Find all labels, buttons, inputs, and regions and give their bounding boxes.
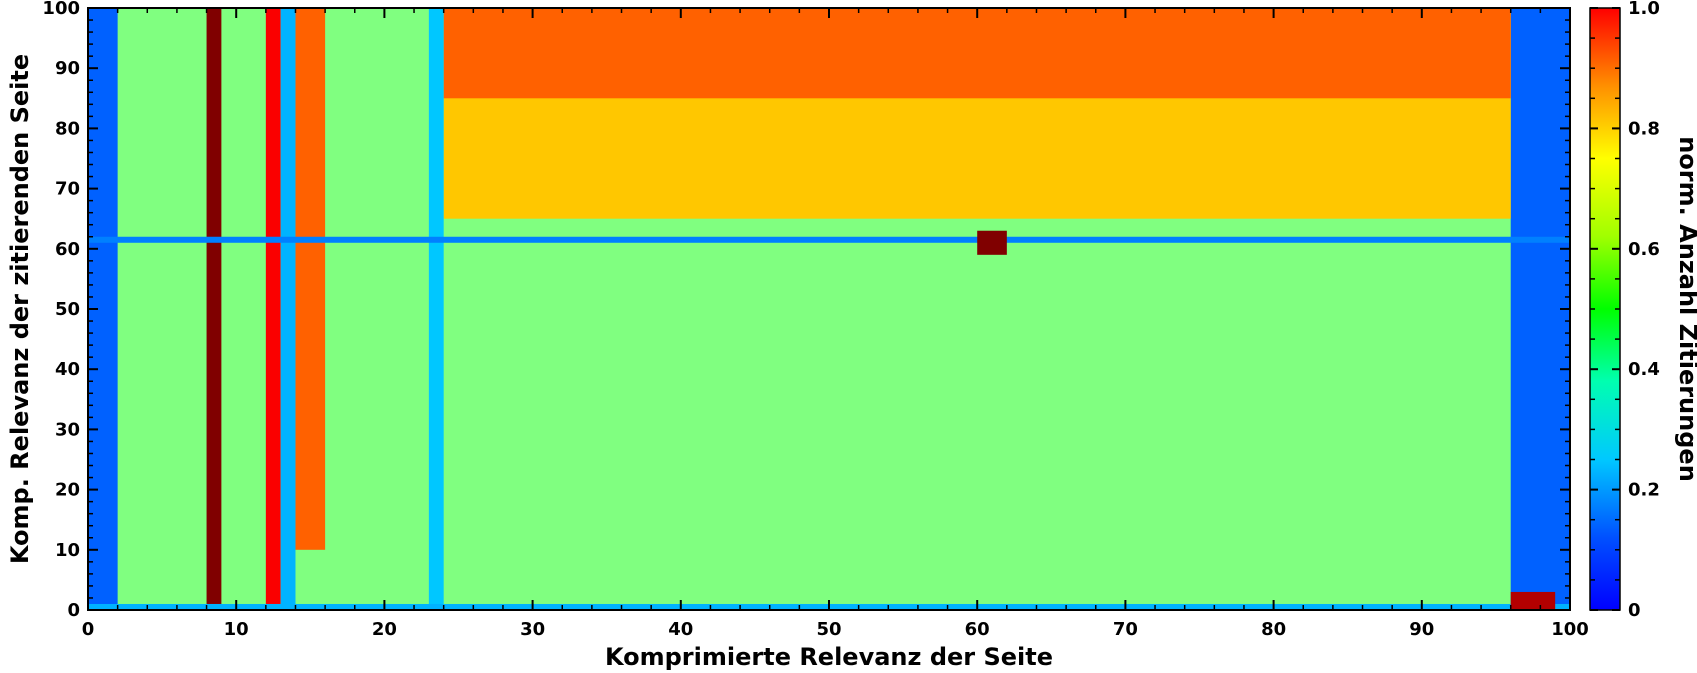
y-tick-label: 30 (55, 419, 80, 440)
colorbar-ticks: 0 0.2 0.4 0.6 0.8 1.0 (1590, 0, 1660, 621)
heatmap-cell-very-top (443, 8, 1511, 99)
heatmap-cells (88, 8, 1570, 610)
x-tick-label: 40 (668, 619, 693, 640)
y-tick-label: 20 (55, 480, 80, 501)
heatmap-cell-band-14-16 (295, 8, 326, 550)
colorbar-tick-label: 0.6 (1628, 239, 1660, 260)
x-tick-label: 80 (1261, 619, 1286, 640)
y-tick-label: 0 (67, 600, 80, 621)
colorbar-tick-label: 1.0 (1628, 0, 1660, 19)
y-tick-label: 80 (55, 118, 80, 139)
colorbar-label: norm. Anzahl Zitierungen (1674, 136, 1697, 482)
y-tick-label: 60 (55, 239, 80, 260)
y-axis-label: Komp. Relevanz der zitierenden Seite (6, 54, 34, 564)
x-tick-label: 0 (82, 619, 95, 640)
x-tick-label: 50 (816, 619, 841, 640)
heatmap-cell-vertical-stripe-12-13 (265, 8, 281, 604)
y-tick-label: 100 (42, 0, 80, 19)
y-tick-label: 50 (55, 299, 80, 320)
x-tick-label: 30 (520, 619, 545, 640)
heatmap-cell-cyan-stripe-13-14 (280, 8, 296, 610)
heatmap-cell-horizontal-row-61 (88, 236, 1570, 243)
x-tick-label: 90 (1409, 619, 1434, 640)
colorbar-tick-label: 0.2 (1628, 480, 1660, 501)
x-tick-label: 100 (1551, 619, 1589, 640)
y-tick-label: 40 (55, 359, 80, 380)
x-axis-label: Komprimierte Relevanz der Seite (605, 643, 1053, 671)
x-tick-label: 10 (224, 619, 249, 640)
y-tick-label: 90 (55, 58, 80, 79)
colorbar-tick-label: 0.8 (1628, 118, 1660, 139)
heatmap-cell-cyan-stripe-23-24 (428, 8, 444, 610)
colorbar-tick-label: 0 (1628, 600, 1641, 621)
colorbar-tick-label: 0.4 (1628, 359, 1660, 380)
y-tick-label: 10 (55, 540, 80, 561)
heatmap-cell-hot-spot-61-62 (977, 230, 1007, 255)
x-tick-label: 20 (372, 619, 397, 640)
heatmap-cell-vertical-stripe-8-9 (206, 8, 222, 604)
x-axis-ticks: 0 10 20 30 40 50 60 70 80 90 100 (82, 8, 1589, 640)
y-tick-label: 70 (55, 179, 80, 200)
y-axis-ticks: 0 10 20 30 40 50 60 70 80 90 100 (42, 0, 1570, 621)
x-tick-label: 70 (1113, 619, 1138, 640)
x-tick-label: 60 (965, 619, 990, 640)
heatmap-cell-bottom-right-corner (1510, 591, 1556, 610)
